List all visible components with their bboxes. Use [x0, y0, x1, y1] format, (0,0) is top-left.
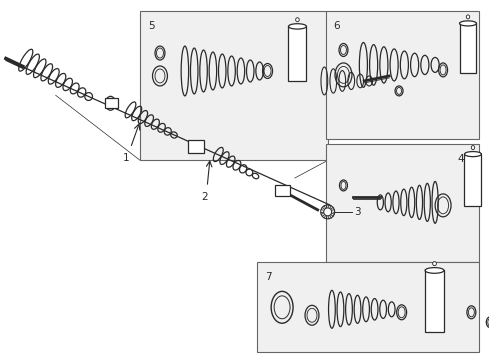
- Text: 6: 6: [334, 21, 340, 31]
- Ellipse shape: [425, 267, 444, 273]
- Bar: [425, 270, 444, 332]
- Bar: [325, 12, 479, 139]
- Bar: [325, 144, 479, 262]
- Text: 4: 4: [458, 154, 465, 164]
- Ellipse shape: [460, 21, 476, 26]
- Ellipse shape: [324, 208, 332, 216]
- Ellipse shape: [471, 145, 475, 149]
- Bar: [460, 23, 476, 73]
- Bar: [465, 154, 482, 206]
- Text: 7: 7: [265, 273, 272, 283]
- Ellipse shape: [433, 262, 437, 266]
- Bar: [275, 185, 290, 196]
- Bar: [140, 12, 328, 160]
- Ellipse shape: [289, 24, 306, 29]
- Bar: [104, 98, 119, 108]
- Bar: [257, 262, 479, 352]
- Text: 2: 2: [201, 192, 207, 202]
- Bar: [289, 26, 306, 81]
- Ellipse shape: [295, 18, 299, 22]
- Text: 5: 5: [148, 21, 155, 31]
- Ellipse shape: [465, 152, 482, 157]
- Bar: [188, 140, 204, 153]
- Ellipse shape: [466, 15, 470, 19]
- Text: 1: 1: [123, 153, 130, 163]
- Text: 3: 3: [355, 207, 361, 217]
